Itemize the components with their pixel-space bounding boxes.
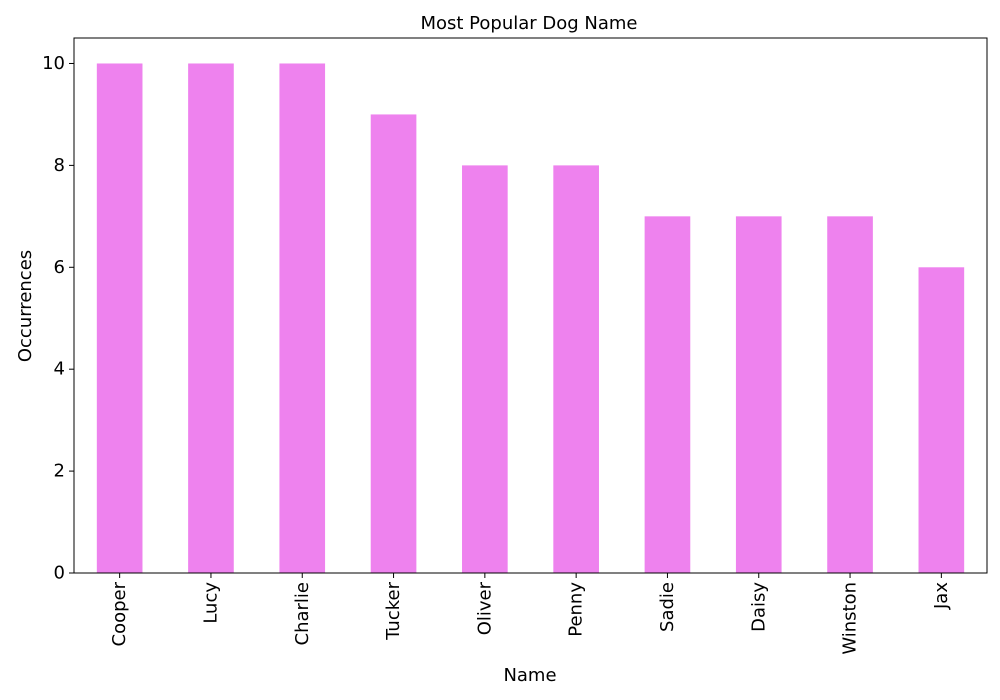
bar-tucker [370,114,417,573]
bar-oliver [462,165,508,573]
bar-cooper [96,63,143,573]
x-tick-label: Jax [931,582,952,610]
x-tick-label: Charlie [292,582,313,645]
plot-frame [73,37,988,574]
y-tick-label: 2 [54,461,65,482]
x-tick-label: Tucker [383,581,404,640]
bar-series [96,63,965,574]
y-tick-label: 0 [54,563,65,584]
bar-lucy [188,63,234,573]
y-tick-label: 4 [54,359,65,380]
bar-jax [918,267,965,573]
x-tick-label: Daisy [748,582,769,632]
y-tick-label: 10 [42,53,65,74]
bar-penny [553,165,599,573]
chart-title: Most Popular Dog Name [420,13,637,34]
y-axis-label: Occurrences [15,250,36,362]
x-tick-label: Lucy [200,582,221,624]
x-tick-label: Winston [840,582,861,655]
y-tick-label: 8 [54,155,65,176]
bar-winston [827,216,873,574]
x-axis-label: Name [503,665,556,686]
bar-charlie [279,63,326,573]
x-tick-label: Sadie [657,582,678,632]
x-tick-label: Oliver [474,581,495,635]
x-tick-label: Penny [566,582,587,637]
bar-daisy [735,216,782,574]
bar-sadie [644,216,691,574]
x-axis-ticks: Cooper Lucy Charlie Tucker Oliver Penny Sadie D… [109,573,952,655]
y-tick-label: 6 [54,257,65,278]
y-axis-ticks: 0 2 4 6 8 10 [42,53,74,584]
x-tick-label: Cooper [109,581,130,646]
